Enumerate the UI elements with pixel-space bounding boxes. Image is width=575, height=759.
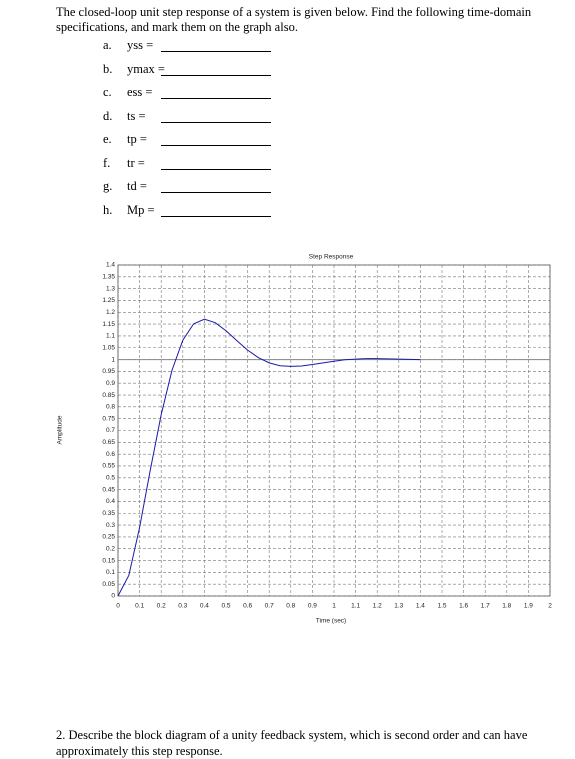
- question-letter: b.: [103, 61, 113, 76]
- x-tick-label: 1.6: [459, 603, 468, 610]
- question-text: Mp =: [127, 202, 155, 217]
- y-tick-label: 1.15: [102, 321, 115, 328]
- y-tick-label: 0.45: [102, 486, 115, 493]
- y-tick-label: 0.75: [102, 415, 115, 422]
- answer-blank: [161, 168, 271, 170]
- y-tick-label: 0: [111, 593, 115, 600]
- x-tick-label: 0.1: [135, 603, 144, 610]
- question-letter: c.: [103, 85, 112, 99]
- x-tick-label: 0.5: [221, 603, 230, 610]
- y-tick-label: 0.8: [106, 404, 115, 411]
- x-tick-label: 1.8: [502, 603, 511, 610]
- question-text: td =: [127, 179, 147, 193]
- x-tick-label: 0.8: [286, 603, 295, 610]
- y-tick-label: 0.5: [106, 475, 115, 482]
- answer-blank: [161, 121, 271, 123]
- answer-blank: [161, 192, 271, 193]
- y-tick-label: 1.4: [106, 262, 115, 269]
- answer-blank: [161, 145, 271, 146]
- x-tick-label: 0.3: [178, 603, 187, 610]
- x-tick-label: 1: [332, 603, 336, 610]
- question-letter: e.: [103, 132, 112, 146]
- y-tick-label: 0.35: [102, 510, 115, 517]
- x-tick-label: 0: [116, 603, 120, 610]
- answer-blank: [161, 98, 271, 99]
- x-tick-label: 1.7: [481, 603, 490, 610]
- x-tick-label: 0.9: [308, 603, 317, 610]
- x-tick-label: 0.4: [200, 603, 209, 610]
- question-letter: g.: [103, 179, 113, 193]
- y-tick-label: 0.6: [106, 451, 115, 458]
- y-tick-label: 1.1: [106, 333, 115, 340]
- chart-title: Step Response: [309, 254, 354, 261]
- x-tick-label: 1.3: [394, 603, 403, 610]
- footer-text: 2. Describe the block diagram of a unity…: [56, 728, 528, 758]
- y-tick-label: 0.9: [106, 380, 115, 387]
- y-tick-label: 0.95: [102, 368, 115, 375]
- y-tick-label: 0.3: [106, 522, 115, 529]
- y-tick-label: 0.4: [106, 498, 115, 505]
- y-axis-label: Amplitude: [57, 415, 64, 444]
- question-letter: h.: [103, 202, 113, 217]
- y-tick-label: 1.3: [106, 285, 115, 292]
- y-tick-label: 1: [111, 356, 115, 363]
- x-axis-label: Time (sec): [316, 618, 346, 625]
- question-text: yss =: [127, 38, 154, 52]
- y-tick-label: 1.25: [102, 297, 115, 304]
- y-tick-label: 0.2: [106, 545, 115, 552]
- question-text: ymax =: [127, 61, 165, 76]
- question-letter: d.: [103, 108, 113, 123]
- y-tick-label: 0.55: [102, 463, 115, 470]
- answer-blank: [161, 215, 271, 217]
- header-text: The closed-loop unit step response of a …: [56, 5, 532, 34]
- plot-frame: [117, 264, 551, 597]
- x-tick-label: 0.6: [243, 603, 252, 610]
- y-tick-label: 0.05: [102, 581, 115, 588]
- question-text: tr =: [127, 155, 145, 170]
- question-letter: f.: [103, 155, 111, 170]
- x-tick-label: 1.9: [524, 603, 533, 610]
- y-tick-label: 0.85: [102, 392, 115, 399]
- answer-blank: [161, 51, 271, 52]
- answer-blank: [161, 74, 271, 76]
- x-tick-label: 1.2: [373, 603, 382, 610]
- chart: Step Response Time (sec) Amplitude 0 0.05…: [57, 254, 552, 625]
- y-tick-label: 0.15: [102, 557, 115, 564]
- question-text: tp =: [127, 132, 147, 146]
- question-text: ess =: [127, 85, 153, 99]
- y-tick-label: 1.35: [102, 274, 115, 281]
- x-tick-label: 1.5: [437, 603, 446, 610]
- y-tick-label: 0.65: [102, 439, 115, 446]
- y-tick-label: 0.1: [106, 569, 115, 576]
- x-tick-label: 1.4: [416, 603, 425, 610]
- x-tick-label: 1.1: [351, 603, 360, 610]
- x-tick-label: 0.2: [157, 603, 166, 610]
- y-tick-label: 1.05: [102, 344, 115, 351]
- y-tick-label: 1.2: [106, 309, 115, 316]
- y-tick-label: 0.7: [106, 427, 115, 434]
- question-letter: a.: [103, 38, 112, 52]
- x-tick-label: 0.7: [265, 603, 274, 610]
- y-tick-label: 0.25: [102, 534, 115, 541]
- question-text: ts =: [127, 108, 146, 123]
- line-series: [117, 318, 421, 597]
- x-tick-label: 2: [548, 603, 552, 610]
